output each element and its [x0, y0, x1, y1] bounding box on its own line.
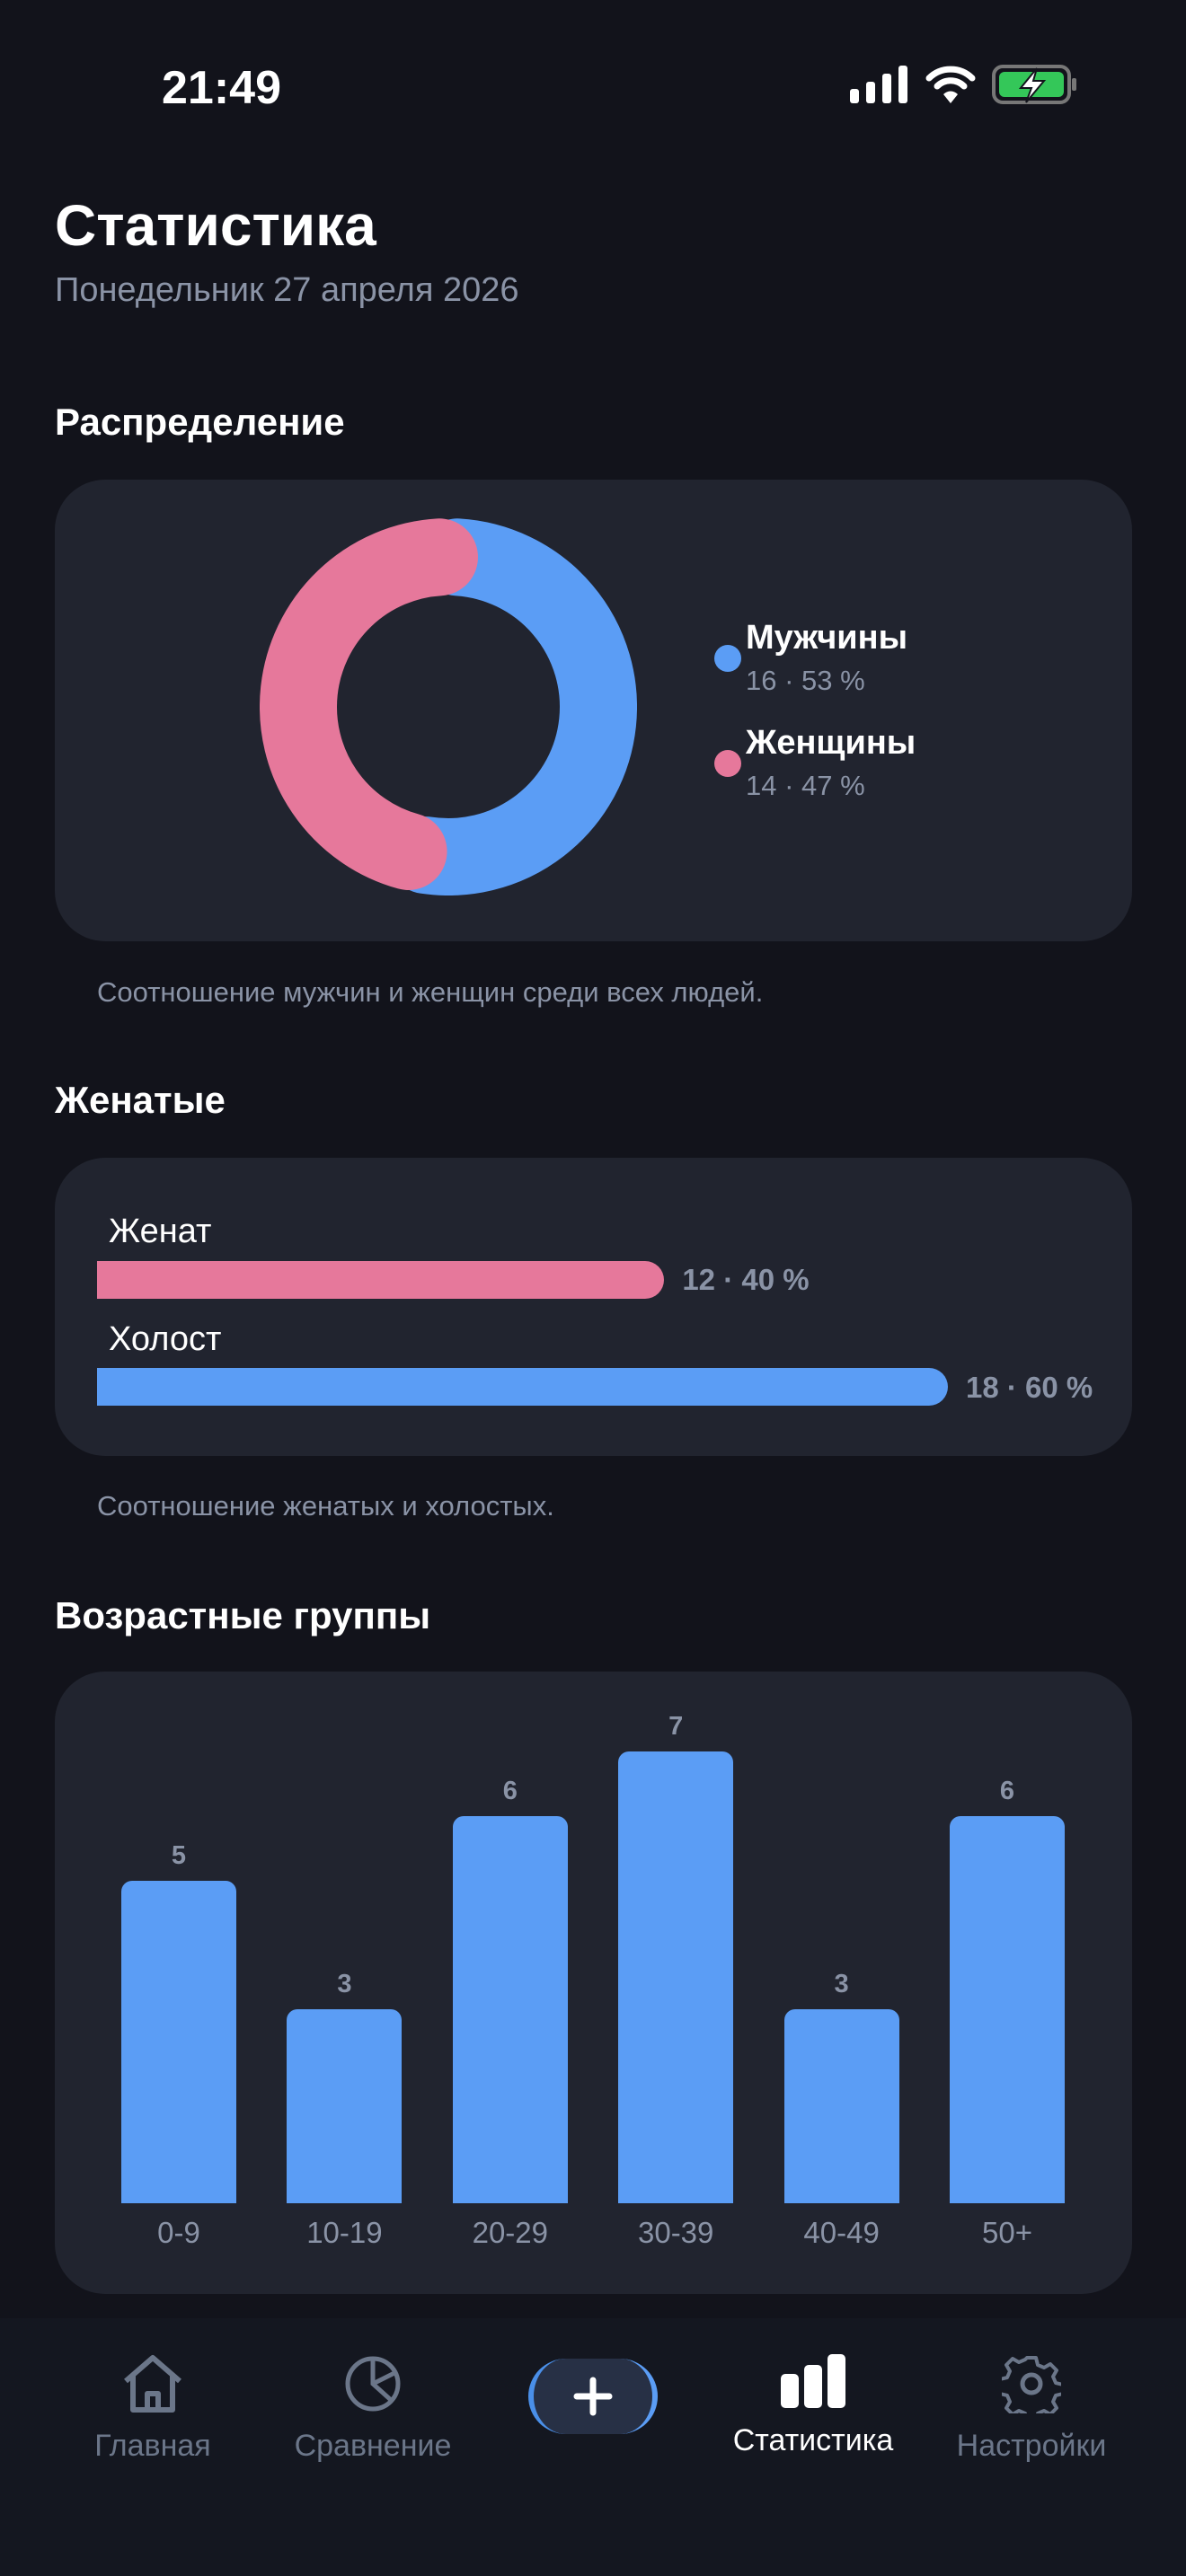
status-icons — [850, 65, 1078, 104]
age-groups-heading: Возрастные группы — [55, 1594, 431, 1636]
married-heading: Женатые — [55, 1079, 226, 1121]
tab-home[interactable]: Главная — [45, 2354, 261, 2464]
distribution-caption: Соотношение мужчин и женщин среди всех л… — [97, 976, 764, 1008]
x-tick-label: 0-9 — [157, 2216, 200, 2249]
page-title: Статистика — [55, 193, 376, 258]
bar-value-label: 5 — [171, 1840, 187, 1870]
single-bar — [97, 1368, 948, 1406]
bottom-tab-bar: Главная Сравнение Статистика Настройки — [0, 2318, 1186, 2576]
distribution-card: Мужчины 16 · 53 % Женщины 14 · 47 % — [55, 480, 1132, 941]
bar-value-label: 3 — [337, 1970, 352, 1999]
pie-chart-icon — [345, 2356, 401, 2412]
x-tick-label: 20-29 — [472, 2216, 548, 2249]
tab-statistics[interactable]: Статистика — [705, 2354, 921, 2458]
bar-40-49 — [783, 2009, 899, 2203]
signal-icon — [850, 66, 907, 103]
x-tick-label: 40-49 — [803, 2216, 880, 2249]
legend-label-women: Женщины — [746, 724, 916, 762]
married-value: 12 · 40 % — [682, 1263, 810, 1296]
bar-50+ — [950, 1815, 1065, 2203]
bar-30-39 — [618, 1751, 734, 2203]
distribution-heading: Распределение — [55, 401, 345, 443]
married-caption: Соотношение женатых и холостых. — [97, 1490, 554, 1522]
tab-settings-label: Настройки — [956, 2429, 1107, 2463]
bar-value-label: 6 — [999, 1776, 1015, 1805]
page-date: Понедельник 27 апреля 2026 — [55, 271, 519, 309]
single-value: 18 · 60 % — [966, 1371, 1093, 1404]
single-label: Холост — [109, 1320, 222, 1358]
bar-chart-icon — [781, 2354, 845, 2408]
bar-value-label: 7 — [668, 1712, 684, 1741]
legend-label-men: Мужчины — [746, 619, 908, 657]
plus-icon — [573, 2377, 613, 2416]
status-time: 21:49 — [162, 62, 281, 114]
tab-statistics-label: Статистика — [732, 2423, 894, 2457]
legend-value-men: 16 · 53 % — [746, 665, 865, 696]
married-label: Женат — [109, 1213, 212, 1250]
donut-slice-men — [387, 518, 637, 895]
tab-comparison-label: Сравнение — [294, 2429, 452, 2463]
bar-0-9 — [121, 1880, 236, 2203]
gear-icon — [998, 2356, 1065, 2422]
married-card — [55, 1158, 1132, 1456]
wifi-icon — [925, 66, 976, 103]
x-tick-label: 50+ — [982, 2216, 1032, 2249]
battery-charging-icon — [992, 65, 1076, 104]
add-button[interactable] — [528, 2359, 658, 2434]
tab-comparison[interactable]: Сравнение — [265, 2354, 481, 2464]
bar-value-label: 3 — [834, 1970, 849, 1999]
legend-dot-women — [714, 750, 741, 777]
legend-dot-men — [714, 645, 741, 672]
home-icon — [124, 2355, 181, 2413]
donut-slice-women — [260, 518, 478, 890]
bar-10-19 — [287, 2009, 403, 2203]
x-tick-label: 10-19 — [306, 2216, 383, 2249]
gender-donut-chart — [260, 518, 637, 895]
tab-home-label: Главная — [94, 2429, 211, 2463]
bar-value-label: 6 — [502, 1776, 518, 1805]
tab-settings[interactable]: Настройки — [924, 2354, 1139, 2464]
married-bar — [97, 1261, 665, 1299]
legend-value-women: 14 · 47 % — [746, 770, 865, 801]
x-tick-label: 30-39 — [637, 2216, 714, 2249]
bar-20-29 — [452, 1815, 568, 2203]
